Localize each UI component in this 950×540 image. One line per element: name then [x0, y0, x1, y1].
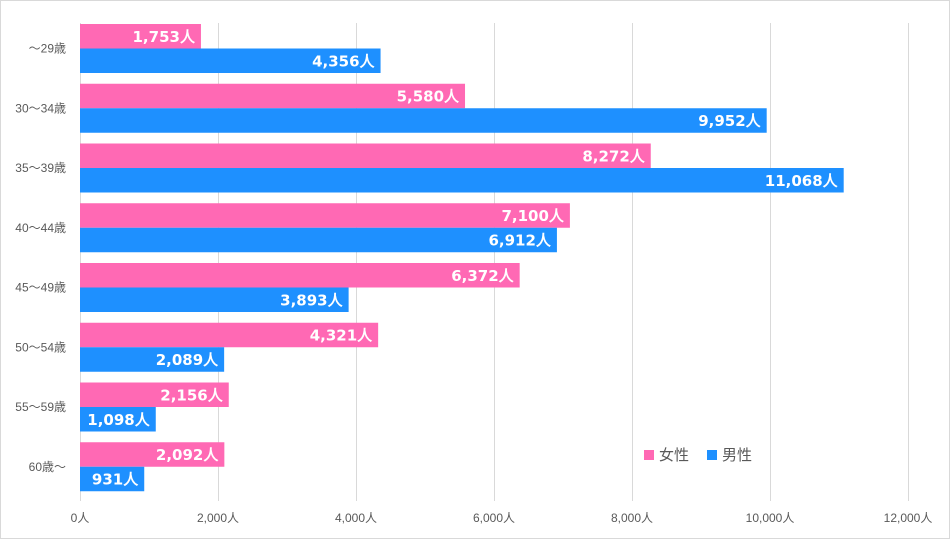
bar-male	[80, 347, 225, 372]
category-labels-group: ～29歳 30～34歳 35～39歳 40～44歳 45～49歳 50～54歳 55～59歳…	[15, 42, 66, 474]
data-label: 6,912人	[488, 232, 551, 250]
bar-male	[80, 108, 767, 133]
x-tick-label: 8,000人	[611, 511, 653, 525]
data-label: 6,372人	[451, 267, 514, 285]
data-label: 7,100人	[501, 207, 564, 225]
data-label: 931人	[92, 471, 139, 489]
bar-female	[80, 24, 201, 49]
x-tick-label: 4,000人	[335, 511, 377, 525]
bar-female	[80, 263, 520, 288]
data-label: 1,753人	[133, 28, 196, 46]
y-category-label: 45～49歳	[15, 281, 66, 295]
x-tick-label: 12,000人	[884, 511, 933, 525]
y-category-label: 40～44歳	[15, 221, 66, 235]
y-category-label: 60歳～	[29, 460, 66, 474]
bar-female	[80, 203, 570, 228]
data-label: 1,098人	[87, 411, 150, 429]
data-label: 2,089人	[156, 351, 219, 369]
bar-female	[80, 442, 225, 467]
bar-male	[80, 48, 381, 73]
bars-group	[80, 24, 844, 492]
bar-female	[80, 143, 651, 168]
legend: 女性 男性	[644, 446, 752, 464]
data-label: 2,092人	[156, 446, 219, 464]
data-label: 3,893人	[280, 291, 343, 309]
data-label: 8,272人	[582, 147, 645, 165]
bar-male	[80, 287, 349, 312]
data-label: 9,952人	[698, 112, 761, 130]
legend-swatch-male	[707, 450, 717, 460]
y-category-label: ～29歳	[29, 42, 66, 56]
data-label: 11,068人	[765, 172, 839, 190]
data-label: 4,321人	[310, 327, 373, 345]
value-labels-group: 1,753人 4,356人 5,580人 9,952人 8,272人 11,068人 7,1…	[87, 28, 838, 489]
y-category-label: 55～59歳	[15, 400, 66, 414]
bar-male	[80, 466, 145, 492]
data-label: 4,356人	[312, 52, 375, 70]
bar-female	[80, 322, 379, 348]
data-label: 2,156人	[160, 386, 223, 404]
x-tick-label: 0人	[71, 511, 90, 525]
tick-labels-group: 0人 2,000人 4,000人 6,000人 8,000人 10,000人 12,000人	[71, 511, 933, 525]
data-label: 5,580人	[397, 88, 460, 106]
bar-female	[80, 382, 229, 407]
x-tick-label: 2,000人	[197, 511, 239, 525]
legend-label-male: 男性	[722, 446, 752, 464]
bar-female	[80, 83, 466, 109]
y-category-label: 35～39歳	[15, 161, 66, 175]
x-tick-label: 6,000人	[473, 511, 515, 525]
bar-male	[80, 168, 844, 193]
legend-label-female: 女性	[659, 446, 689, 464]
bar-male	[80, 227, 557, 253]
x-tick-label: 10,000人	[746, 511, 795, 525]
y-category-label: 30～34歳	[15, 101, 66, 115]
bar-male	[80, 407, 156, 432]
y-category-label: 50～54歳	[15, 340, 66, 354]
legend-swatch-female	[644, 450, 654, 460]
